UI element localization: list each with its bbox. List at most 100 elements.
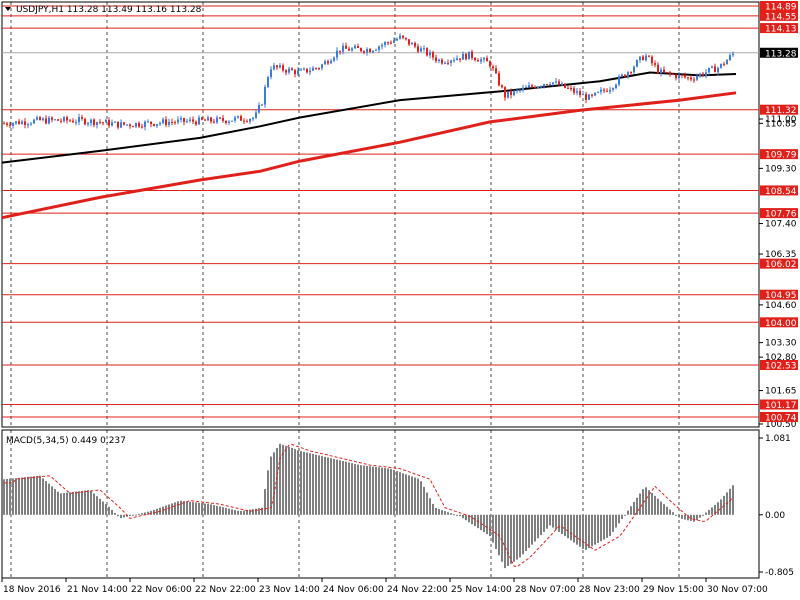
macd-bar — [624, 514, 626, 516]
macd-bar — [348, 462, 350, 515]
macd-bar — [72, 491, 74, 515]
candle — [594, 92, 596, 96]
candle — [267, 77, 269, 87]
price-panel[interactable] — [1, 1, 760, 428]
macd-bar — [651, 493, 653, 515]
candle — [324, 61, 326, 65]
candle — [582, 94, 584, 96]
candle — [528, 85, 530, 88]
candle — [705, 72, 707, 76]
macd-bar — [414, 477, 416, 515]
macd-bar — [273, 452, 275, 515]
candle — [75, 122, 77, 124]
candle — [6, 123, 8, 125]
candle — [423, 48, 425, 50]
macd-bar — [705, 512, 707, 515]
macd-bar — [315, 454, 317, 515]
candle — [27, 124, 29, 126]
macd-bar — [381, 467, 383, 515]
time-tick-label: 28 Nov 23:00 — [579, 585, 640, 595]
macd-bar — [447, 512, 449, 515]
macd-bar — [456, 514, 458, 516]
macd-bar — [552, 514, 554, 528]
macd-histogram: 1.081 0.00 -0.805 — [3, 434, 794, 578]
candle — [276, 65, 278, 68]
candle — [126, 124, 128, 126]
candle — [342, 45, 344, 52]
price-tick-label: 107.40 — [765, 220, 797, 230]
macd-bar — [417, 478, 419, 515]
candle — [468, 51, 470, 60]
candle — [186, 121, 188, 123]
candle — [402, 35, 404, 38]
candle — [567, 87, 569, 89]
macd-bar — [567, 514, 569, 539]
macd-bar — [189, 501, 191, 515]
macd-bar — [12, 478, 14, 515]
candle — [315, 67, 317, 69]
candle — [237, 116, 239, 118]
macd-bar — [696, 514, 698, 521]
macd-bar — [369, 466, 371, 515]
macd-bar — [9, 478, 11, 515]
candle — [429, 52, 431, 56]
macd-bar — [21, 477, 23, 515]
time-tick-label: 30 Nov 07:00 — [707, 585, 768, 595]
macd-bar — [198, 502, 200, 515]
macd-bar — [669, 509, 671, 515]
macd-bar — [351, 463, 353, 515]
candle — [303, 68, 305, 70]
candle — [405, 37, 407, 40]
candle — [333, 57, 335, 61]
macd-bar — [243, 510, 245, 515]
level-price-label: 113.28 — [765, 49, 797, 59]
candle — [36, 117, 38, 120]
candle — [603, 89, 605, 91]
macd-bar — [69, 492, 71, 515]
macd-panel[interactable] — [1, 429, 760, 579]
candle — [672, 73, 674, 75]
candle — [357, 46, 359, 48]
macd-bar — [717, 502, 719, 515]
macd-bar — [504, 514, 506, 569]
time-tick-label: 23 Nov 14:00 — [259, 585, 320, 595]
candle — [288, 68, 290, 73]
macd-bar — [405, 474, 407, 515]
candle — [522, 87, 524, 91]
macd-bar — [543, 514, 545, 532]
slow-moving-average-line — [1, 91, 737, 220]
macd-bar — [432, 503, 434, 515]
macd-bar — [453, 514, 455, 516]
candle — [477, 60, 479, 62]
macd-bar — [318, 455, 320, 515]
candle — [372, 50, 374, 53]
candle — [294, 70, 296, 75]
candle — [45, 118, 47, 124]
candle — [489, 61, 491, 67]
level-price-tag — [760, 289, 798, 300]
level-price-label: 111.32 — [765, 106, 797, 116]
candle — [576, 91, 578, 93]
candle — [684, 75, 686, 78]
macd-info: MACD(5,34,5) 0.449 0.237 — [6, 436, 126, 446]
candle — [291, 68, 293, 71]
candle — [633, 66, 635, 73]
macd-bar — [354, 463, 356, 515]
macd-bar — [279, 443, 281, 515]
candle — [255, 112, 257, 118]
macd-tick-label: -0.805 — [765, 568, 794, 578]
candle — [90, 119, 92, 124]
candle — [588, 94, 590, 100]
candle — [426, 48, 428, 56]
macd-bar — [345, 461, 347, 515]
macd-bar — [234, 510, 236, 515]
macd-bar — [564, 514, 566, 537]
macd-bar — [99, 498, 101, 515]
macd-bar — [141, 513, 143, 515]
macd-bar — [711, 507, 713, 515]
time-tick-label: 25 Nov 14:00 — [451, 585, 512, 595]
dropdown-triangle-icon[interactable] — [5, 7, 11, 11]
macd-bar — [258, 508, 260, 515]
macd-bar — [573, 514, 575, 543]
